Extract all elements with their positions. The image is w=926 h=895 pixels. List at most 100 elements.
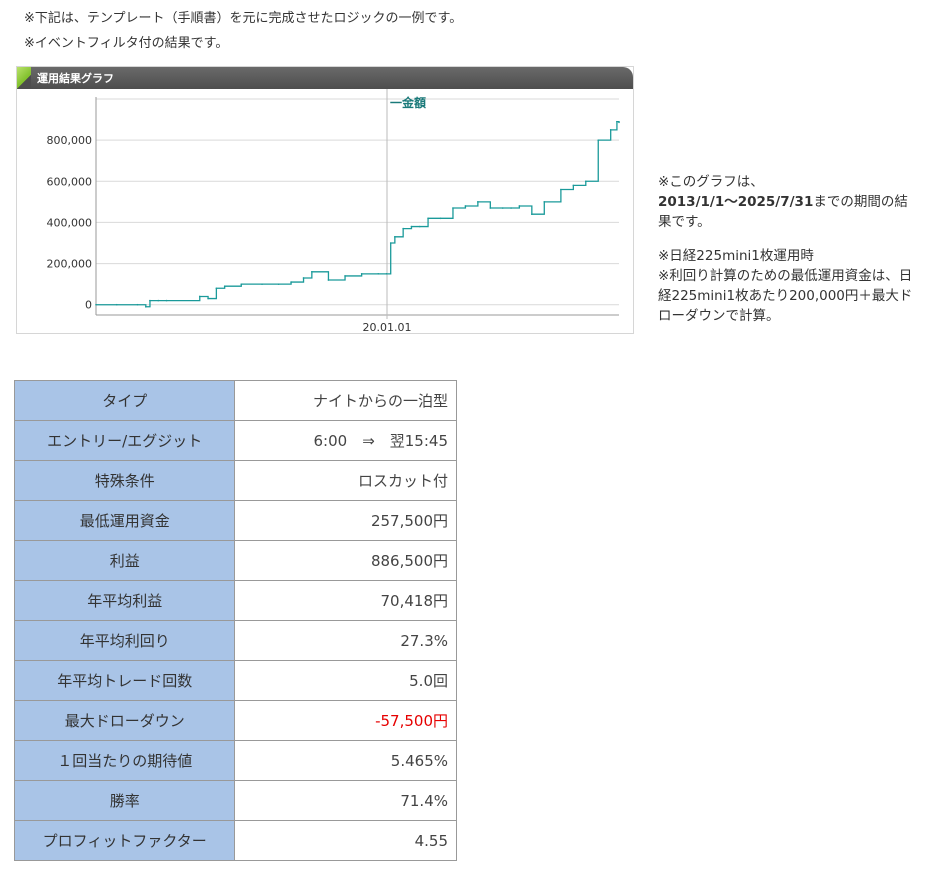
graph-note-suffix: までの期間の結果です。 [658, 194, 908, 230]
row-label: プロフィットファクター [13, 820, 236, 861]
equity-data-point [560, 188, 562, 191]
row-label: 勝率 [13, 780, 236, 821]
equity-data-point [618, 121, 620, 124]
x-tick-label: 20.01.01 [363, 321, 412, 333]
table-row: 勝率 71.4% [13, 780, 457, 821]
row-label: 最大ドローダウン [13, 700, 236, 741]
equity-data-point [572, 184, 575, 187]
graph-period-note: ※このグラフは、 2013/1/1〜2025/7/31までの期間の結果です。 [658, 172, 918, 232]
row-value: 4.55 [234, 820, 457, 861]
graph-title: 運用結果グラフ [37, 72, 114, 85]
equity-data-point [389, 242, 392, 244]
y-tick-label: 800,000 [47, 134, 93, 147]
results-table: タイプ ナイトからの一泊型 エントリー/エグジット 6:00 ⇒ 翌15:45 特殊条件… [13, 380, 457, 861]
equity-data-point [136, 303, 139, 306]
equity-data-point [311, 271, 313, 273]
row-value: 70,418円 [234, 580, 457, 621]
equity-data-point [543, 201, 546, 203]
table-row: 年平均利益 70,418円 [13, 580, 457, 621]
equity-data-point [344, 275, 346, 277]
graph-note-period: 2013/1/1〜2025/7/31 [658, 194, 814, 210]
equity-data-point [302, 277, 305, 279]
equity-data-point [277, 283, 280, 285]
row-value: 886,500円 [234, 540, 457, 581]
intro-notes: ※下記は、テンプレート（手順書）を元に完成させたロジックの一例です。 ※イベント… [24, 6, 462, 56]
row-label: 特殊条件 [13, 460, 236, 501]
capital-note-line-1: ※日経225mini1枚運用時 [658, 248, 814, 264]
equity-data-point [518, 205, 521, 207]
equity-data-point [207, 297, 209, 300]
equity-data-point [531, 213, 533, 215]
graph-note-prefix: ※このグラフは、 [658, 174, 764, 190]
table-row: 特殊条件 ロスカット付 [13, 460, 457, 501]
equity-data-point [290, 281, 292, 283]
result-graph-panel: 運用結果グラフ 0 200,000 400,000 600,000 800,000 20.… [16, 66, 634, 334]
row-label: １回当たりの期待値 [13, 740, 236, 781]
row-value: 5.0回 [234, 660, 457, 701]
equity-data-point [609, 129, 612, 131]
equity-data-point [165, 299, 168, 302]
green-tab-accent-icon [17, 67, 31, 89]
row-label: タイプ [13, 380, 236, 421]
table-row: 年平均利回り 27.3% [13, 620, 457, 661]
y-tick-label: 200,000 [47, 258, 93, 271]
equity-data-point [510, 207, 512, 209]
equity-data-point [584, 180, 587, 183]
row-value: 71.4% [234, 780, 457, 821]
row-label: エントリー/エグジット [13, 420, 236, 461]
row-value: ナイトからの一泊型 [234, 380, 457, 421]
intro-line-2: ※イベントフィルタ付の結果です。 [24, 36, 229, 51]
equity-data-point [145, 305, 147, 308]
capital-note: ※日経225mini1枚運用時 ※利回り計算のための最低運用資金は、日経225m… [658, 246, 918, 326]
graph-header: 運用結果グラフ [17, 67, 633, 89]
table-row: 年平均トレード回数 5.0回 [13, 660, 457, 701]
row-label: 年平均トレード回数 [13, 660, 236, 701]
equity-data-point [261, 283, 263, 285]
equity-data-point [157, 299, 160, 302]
equity-data-point [385, 273, 388, 275]
equity-data-point [115, 303, 118, 306]
row-value: 5.465% [234, 740, 457, 781]
row-value: 257,500円 [234, 500, 457, 541]
table-row: 利益 886,500円 [13, 540, 457, 581]
table-row: １回当たりの期待値 5.465% [13, 740, 457, 781]
equity-data-point [198, 295, 201, 298]
row-value: 27.3% [234, 620, 457, 661]
table-row: プロフィットファクター 4.55 [13, 820, 457, 861]
equity-data-point [149, 299, 151, 302]
equity-series-line [96, 120, 620, 308]
equity-data-point [377, 273, 380, 275]
equity-line-chart[interactable]: 0 200,000 400,000 600,000 800,000 20.01.01 一金額 [17, 89, 633, 333]
equity-data-point [489, 207, 492, 209]
row-label: 年平均利益 [13, 580, 236, 621]
equity-data-point [439, 217, 442, 220]
equity-data-point [418, 225, 421, 228]
y-tick-label: 400,000 [47, 216, 93, 229]
intro-line-1: ※下記は、テンプレート（手順書）を元に完成させたロジックの一例です。 [24, 11, 463, 26]
equity-data-point [402, 227, 404, 230]
equity-data-point [477, 201, 479, 203]
equity-data-point [327, 279, 330, 281]
table-row: タイプ ナイトからの一泊型 [13, 380, 457, 421]
equity-data-point [95, 303, 97, 306]
equity-data-point [427, 217, 429, 220]
equity-data-point [410, 225, 413, 228]
equity-data-point [464, 205, 467, 207]
equity-data-point [360, 273, 363, 275]
table-row: エントリー/エグジット 6:00 ⇒ 翌15:45 [13, 420, 457, 461]
equity-data-point [597, 139, 600, 141]
equity-data-point [215, 287, 218, 290]
equity-data-point [452, 207, 454, 209]
table-row: 最低運用資金 257,500円 [13, 500, 457, 541]
row-value: 6:00 ⇒ 翌15:45 [234, 420, 457, 461]
y-tick-label: 0 [85, 299, 92, 312]
equity-data-point [501, 207, 504, 209]
legend-label: 一金額 [390, 95, 426, 110]
row-value: -57,500円 [234, 700, 457, 741]
equity-data-point [240, 283, 243, 285]
equity-data-point [394, 236, 396, 238]
row-label: 年平均利回り [13, 620, 236, 661]
y-tick-label: 600,000 [47, 175, 93, 188]
row-value: ロスカット付 [234, 460, 457, 501]
row-label: 最低運用資金 [13, 500, 236, 541]
